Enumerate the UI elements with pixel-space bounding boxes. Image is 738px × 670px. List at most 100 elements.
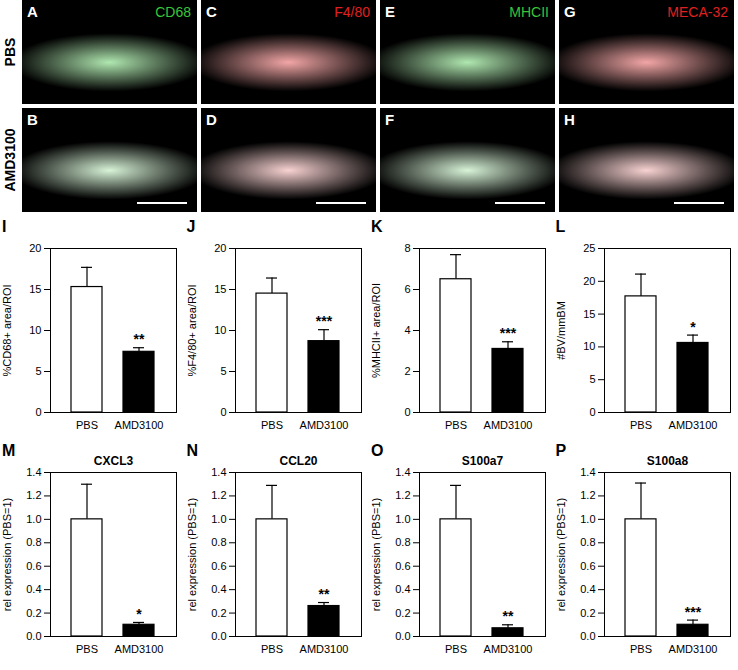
svg-text:1.0: 1.0 xyxy=(395,513,410,525)
svg-text:PBS: PBS xyxy=(629,419,651,431)
svg-text:15: 15 xyxy=(583,308,595,320)
html-text:F4/80: F4/80 xyxy=(334,4,370,20)
svg-text:AMD3100: AMD3100 xyxy=(668,419,717,431)
svg-text:15: 15 xyxy=(214,283,226,295)
svg-text:**: ** xyxy=(318,586,329,602)
svg-text:***: *** xyxy=(315,313,332,329)
svg-text:PBS: PBS xyxy=(76,643,98,655)
svg-text:*: * xyxy=(690,319,696,335)
svg-text:0.6: 0.6 xyxy=(211,560,226,572)
svg-text:0.2: 0.2 xyxy=(211,607,226,619)
svg-text:20: 20 xyxy=(214,242,226,254)
svg-text:20: 20 xyxy=(29,242,41,254)
html-text:AMD3100: AMD3100 xyxy=(2,128,18,192)
svg-text:0.4: 0.4 xyxy=(26,583,41,595)
svg-text:5: 5 xyxy=(589,373,595,385)
svg-text:CCL20: CCL20 xyxy=(279,454,317,468)
svg-text:1.4: 1.4 xyxy=(580,466,595,478)
html-text:O: O xyxy=(371,442,384,459)
svg-text:**: ** xyxy=(134,331,145,347)
svg-text:2: 2 xyxy=(404,365,410,377)
svg-text:0.8: 0.8 xyxy=(26,536,41,548)
svg-text:15: 15 xyxy=(29,283,41,295)
svg-text:0: 0 xyxy=(220,406,226,418)
svg-text:rel expression (PBS=1): rel expression (PBS=1) xyxy=(186,498,198,611)
svg-text:***: *** xyxy=(500,325,517,341)
svg-text:***: *** xyxy=(684,604,701,620)
html-text:G: G xyxy=(564,3,576,20)
svg-text:1.0: 1.0 xyxy=(211,513,226,525)
svg-text:%F4/80+ area/ROI: %F4/80+ area/ROI xyxy=(186,284,198,376)
svg-text:0.2: 0.2 xyxy=(580,607,595,619)
svg-text:8: 8 xyxy=(404,242,410,254)
svg-text:0.4: 0.4 xyxy=(211,583,226,595)
svg-text:0: 0 xyxy=(589,406,595,418)
svg-text:1.4: 1.4 xyxy=(211,466,226,478)
svg-text:1.2: 1.2 xyxy=(211,489,226,501)
svg-text:1.2: 1.2 xyxy=(26,489,41,501)
svg-text:PBS: PBS xyxy=(445,643,467,655)
svg-text:0.4: 0.4 xyxy=(580,583,595,595)
svg-text:0.0: 0.0 xyxy=(211,630,226,642)
svg-text:5: 5 xyxy=(220,365,226,377)
svg-text:PBS: PBS xyxy=(445,419,467,431)
svg-text:PBS: PBS xyxy=(260,419,282,431)
svg-text:0.6: 0.6 xyxy=(26,560,41,572)
svg-text:1.2: 1.2 xyxy=(395,489,410,501)
svg-text:0.6: 0.6 xyxy=(395,560,410,572)
html-text:PBS: PBS xyxy=(2,37,18,67)
svg-text:0: 0 xyxy=(35,406,41,418)
html-text:MHCII: MHCII xyxy=(509,4,549,20)
svg-text:1.0: 1.0 xyxy=(26,513,41,525)
svg-text:**: ** xyxy=(503,608,514,624)
svg-text:1.4: 1.4 xyxy=(26,466,41,478)
html-text:CD68: CD68 xyxy=(155,4,191,20)
svg-text:1.4: 1.4 xyxy=(395,466,410,478)
svg-text:5: 5 xyxy=(35,365,41,377)
svg-text:PBS: PBS xyxy=(76,419,98,431)
svg-text:AMD3100: AMD3100 xyxy=(115,419,164,431)
svg-text:4: 4 xyxy=(404,324,410,336)
svg-text:rel expression (PBS=1): rel expression (PBS=1) xyxy=(370,498,382,611)
svg-text:rel expression (PBS=1): rel expression (PBS=1) xyxy=(1,498,13,611)
svg-text:CXCL3: CXCL3 xyxy=(94,454,134,468)
svg-text:AMD3100: AMD3100 xyxy=(299,643,348,655)
svg-text:20: 20 xyxy=(583,275,595,287)
svg-text:0.2: 0.2 xyxy=(395,607,410,619)
svg-text:*: * xyxy=(136,606,142,622)
svg-text:rel expression (PBS=1): rel expression (PBS=1) xyxy=(555,498,567,611)
svg-text:0.4: 0.4 xyxy=(395,583,410,595)
svg-text:PBS: PBS xyxy=(260,643,282,655)
svg-text:0.6: 0.6 xyxy=(580,560,595,572)
svg-text:10: 10 xyxy=(583,340,595,352)
svg-text:0.8: 0.8 xyxy=(395,536,410,548)
svg-text:AMD3100: AMD3100 xyxy=(484,643,533,655)
svg-text:S100a8: S100a8 xyxy=(646,454,688,468)
svg-text:0.2: 0.2 xyxy=(26,607,41,619)
svg-text:0.0: 0.0 xyxy=(395,630,410,642)
svg-text:1.2: 1.2 xyxy=(580,489,595,501)
svg-text:1.0: 1.0 xyxy=(580,513,595,525)
svg-text:AMD3100: AMD3100 xyxy=(668,643,717,655)
svg-text:%CD68+ area/ROI: %CD68+ area/ROI xyxy=(1,284,13,376)
svg-text:0.8: 0.8 xyxy=(580,536,595,548)
html-text:N: N xyxy=(186,442,199,459)
svg-text:#BV/mmBM: #BV/mmBM xyxy=(555,301,567,360)
svg-text:25: 25 xyxy=(583,242,595,254)
svg-text:AMD3100: AMD3100 xyxy=(115,643,164,655)
svg-text:0.0: 0.0 xyxy=(580,630,595,642)
svg-text:%MHCII+ area/ROI: %MHCII+ area/ROI xyxy=(370,283,382,378)
svg-text:10: 10 xyxy=(214,324,226,336)
html-text:M: M xyxy=(2,442,16,459)
svg-text:0.8: 0.8 xyxy=(211,536,226,548)
html-text:K: K xyxy=(371,218,383,235)
svg-text:0: 0 xyxy=(404,406,410,418)
html-text:MECA-32: MECA-32 xyxy=(667,4,728,20)
svg-text:6: 6 xyxy=(404,283,410,295)
svg-text:S100a7: S100a7 xyxy=(462,454,504,468)
svg-text:AMD3100: AMD3100 xyxy=(299,419,348,431)
svg-text:10: 10 xyxy=(29,324,41,336)
svg-text:AMD3100: AMD3100 xyxy=(484,419,533,431)
svg-text:0.0: 0.0 xyxy=(26,630,41,642)
svg-text:PBS: PBS xyxy=(629,643,651,655)
